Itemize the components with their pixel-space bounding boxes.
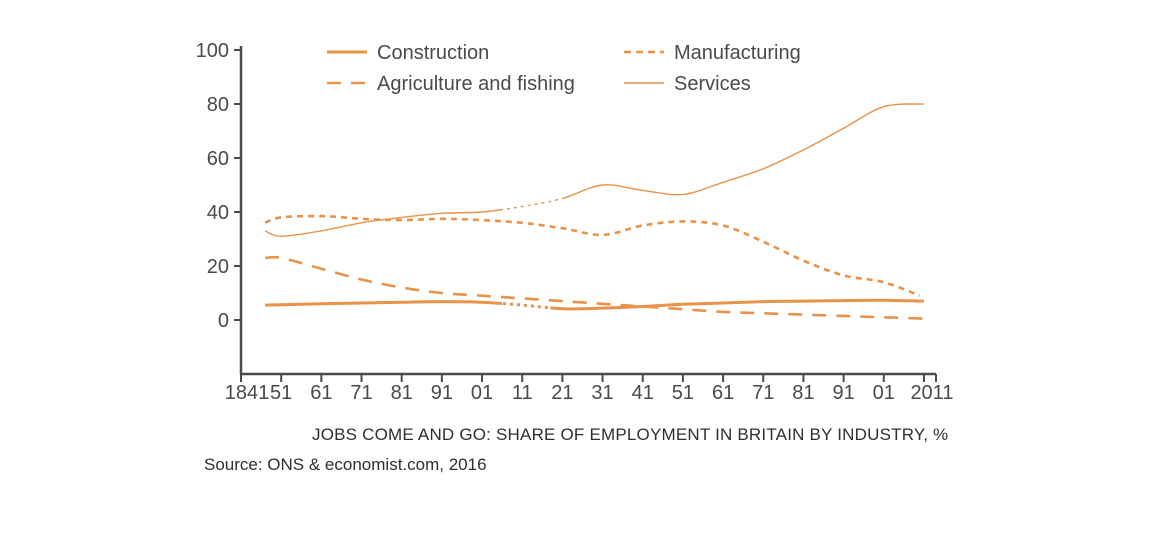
x-tick-label: 01 [873, 382, 895, 404]
x-tick-label: 51 [270, 382, 292, 404]
x-tick-label: 41 [632, 382, 654, 404]
series-line-construction [265, 298, 924, 311]
y-tick-label: 0 [218, 310, 229, 332]
y-tick-label: 60 [207, 148, 229, 170]
y-tick-label: 100 [196, 40, 229, 62]
x-tick-label: 91 [832, 382, 854, 404]
x-tick-label: 51 [672, 382, 694, 404]
chart-caption: JOBS COME AND GO: SHARE OF EMPLOYMENT IN… [312, 425, 949, 444]
x-tick-label: 81 [792, 382, 814, 404]
y-tick-label: 80 [207, 94, 229, 116]
series-line-services [264, 103, 924, 237]
x-tick-label: 91 [431, 382, 453, 404]
series-line-services-estimated [502, 197, 563, 211]
legend-label-construction: Construction [377, 42, 489, 64]
x-tick-label: 81 [391, 382, 413, 404]
x-tick-label: 71 [752, 382, 774, 404]
legend-label-agriculture-and-fishing: Agriculture and fishing [377, 73, 575, 95]
x-tick-label: 61 [712, 382, 734, 404]
series-lines [264, 103, 924, 320]
x-tick-label: 71 [350, 382, 372, 404]
y-tick-label: 40 [207, 202, 229, 224]
x-tick-label: 61 [310, 382, 332, 404]
x-tick-label: 21 [551, 382, 573, 404]
x-tick-label: 31 [591, 382, 613, 404]
x-tick-label: 11 [512, 382, 533, 404]
series-line-agriculture-and-fishing [265, 255, 924, 320]
legend-label-manufacturing: Manufacturing [674, 42, 801, 64]
x-tick-label: 01 [471, 382, 493, 404]
chart-source: Source: ONS & economist.com, 2016 [204, 455, 487, 474]
y-tick-label: 20 [207, 256, 229, 278]
series-line-manufacturing [264, 214, 921, 297]
legend-label-services: Services [674, 73, 751, 95]
x-tick-label: 2011 [910, 382, 953, 404]
x-tick-label: 1841 [225, 382, 270, 404]
legend: Construction Manufacturing Agriculture and… [327, 42, 801, 95]
